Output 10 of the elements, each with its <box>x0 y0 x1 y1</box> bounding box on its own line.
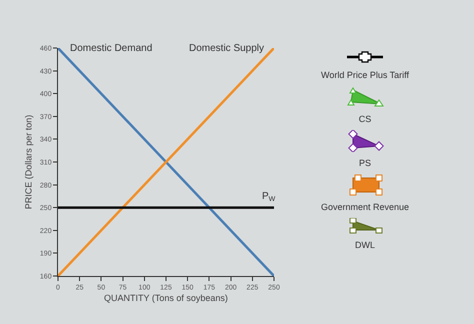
series-label: P$_{W}$ <box>262 191 276 204</box>
series-label: Domestic Supply <box>189 43 264 54</box>
text: PS <box>358 158 371 168</box>
text: DWL <box>355 240 375 250</box>
y-axis-title: PRICE (Dollars per ton) <box>23 114 34 210</box>
series-label: Domestic Demand <box>70 43 152 54</box>
x-axis-title: QUANTITY (Tons of soybeans) <box>104 293 228 304</box>
text: CS <box>358 114 372 124</box>
text: World Price Plus Tariff <box>320 70 410 80</box>
text: Government Revenue <box>320 202 410 212</box>
